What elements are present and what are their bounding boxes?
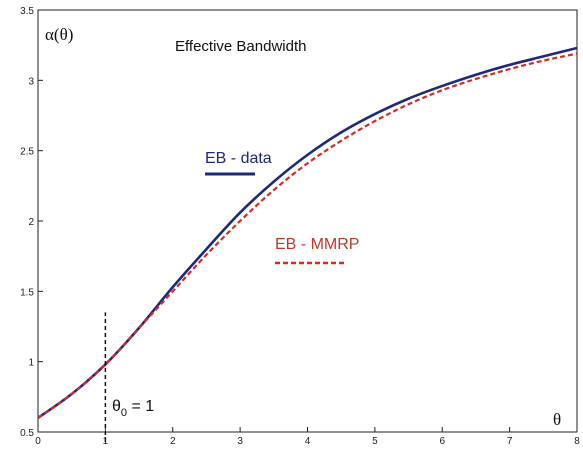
y-tick-label: 3 <box>28 76 34 87</box>
y-tick-label: 3.5 <box>20 6 34 17</box>
legend-eb-mmrp-label: EB - MMRP <box>275 236 359 253</box>
legend-eb-data: EB - data <box>205 150 272 176</box>
y-tick-label: 1 <box>28 358 34 369</box>
x-tick-label: 8 <box>574 436 580 447</box>
x-axis-label: θ <box>553 410 561 429</box>
y-tick-label: 0.5 <box>20 428 34 439</box>
x-tick-label: 0 <box>35 436 41 447</box>
y-tick-label: 1.5 <box>20 287 34 298</box>
x-tick-label: 4 <box>305 436 311 447</box>
series-eb-mmrp-line <box>37 52 578 419</box>
y-tick-label: 2.5 <box>20 147 34 158</box>
x-tick-label: 6 <box>439 436 445 447</box>
theta0-symbol: θ <box>112 398 121 415</box>
x-tick-label: 3 <box>237 436 243 447</box>
x-tick-label: 7 <box>507 436 513 447</box>
x-tick-label: 5 <box>372 436 378 447</box>
theta0-subscript: 0 <box>121 407 127 419</box>
legend-eb-data-label: EB - data <box>205 150 272 167</box>
y-axis-ticks: 0.5 1 1.5 2 2.5 3 3.5 <box>20 6 43 439</box>
chart-title: Effective Bandwidth <box>175 38 306 55</box>
theta0-value: = 1 <box>127 398 154 415</box>
x-tick-label: 2 <box>170 436 176 447</box>
series-lines <box>37 46 578 419</box>
legend-eb-mmrp: EB - MMRP <box>275 236 359 265</box>
y-tick-label: 2 <box>28 217 34 228</box>
y-axis-label: α(θ) <box>45 25 73 44</box>
theta0-annotation: θ0 = 1 <box>112 398 154 419</box>
